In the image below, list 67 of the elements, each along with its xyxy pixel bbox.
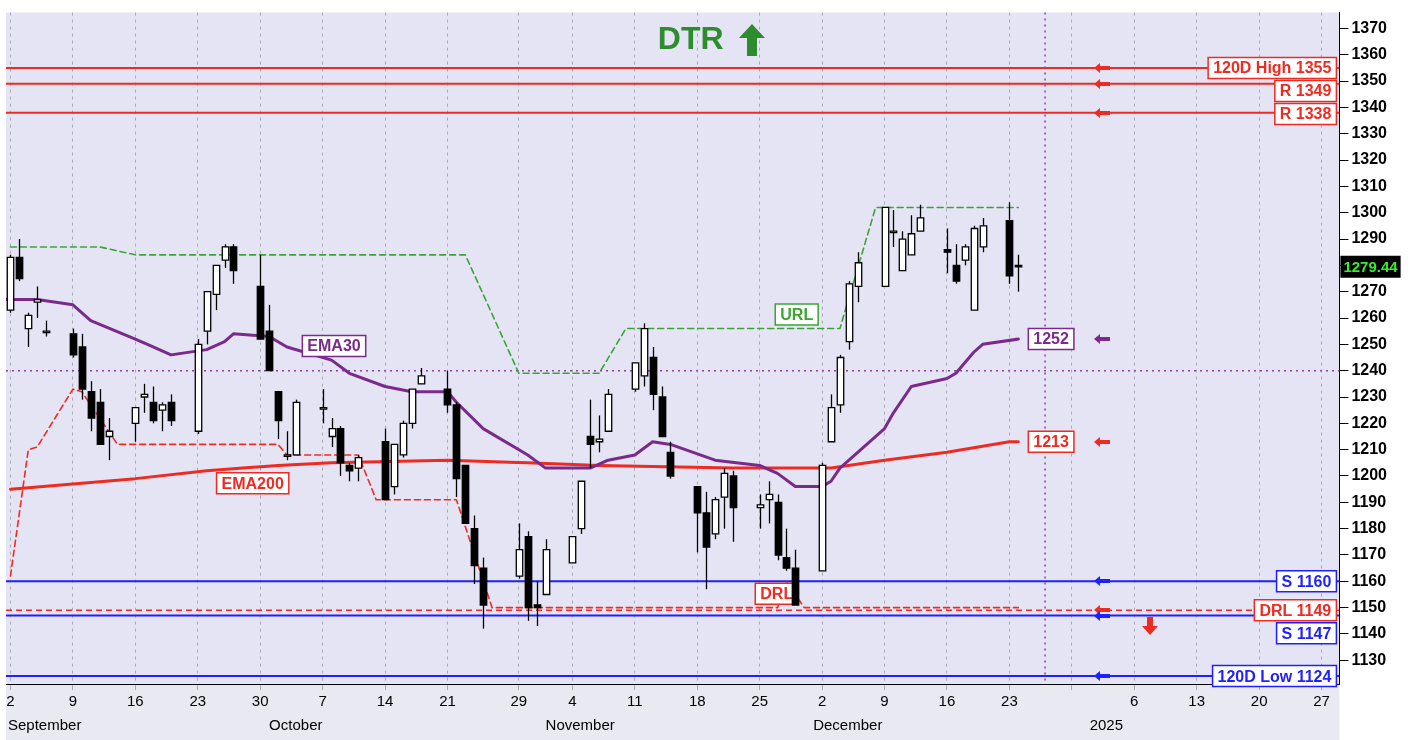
text: 1279.44	[1343, 257, 1399, 275]
x-tick-label: 18	[688, 692, 706, 710]
series-label: EMA30	[307, 337, 361, 355]
x-tick-label: 6	[1130, 692, 1139, 710]
series-label: URL	[780, 305, 814, 323]
x-tick-label: 20	[1250, 692, 1268, 710]
x-tick-label: 23	[1001, 692, 1018, 710]
x-tick-label: 25	[751, 692, 769, 710]
y-tick-label: 1290	[1351, 229, 1388, 247]
ref-line-label: DRL 1149	[1259, 601, 1332, 619]
y-tick-label: 1190	[1351, 492, 1387, 510]
text: September	[8, 715, 82, 733]
y-tick-label: 1160	[1351, 571, 1387, 589]
y-tick-label: 1200	[1351, 466, 1388, 484]
x-tick-label: 27	[1313, 692, 1330, 710]
ref-line-label: R 1349	[1279, 82, 1332, 100]
x-tick-label: 9	[68, 692, 78, 710]
text: 2025	[1089, 715, 1124, 733]
x-tick-label: 14	[376, 692, 394, 710]
x-tick-label: 30	[251, 692, 269, 710]
ref-line-label: 120D High 1355	[1213, 59, 1332, 77]
y-tick-label: 1310	[1351, 176, 1388, 194]
x-tick-label: 21	[439, 692, 456, 710]
ref-line-label: S 1147	[1281, 624, 1332, 642]
y-tick-label: 1350	[1351, 71, 1388, 89]
y-tick-label: 1180	[1351, 519, 1387, 537]
x-tick-label: 16	[126, 692, 144, 710]
y-tick-label: 1170	[1351, 545, 1387, 563]
chart-title: DTR	[657, 20, 724, 57]
x-tick-label: 13	[1188, 692, 1206, 710]
x-tick-label: 9	[880, 692, 889, 710]
text: October	[269, 715, 323, 733]
x-tick-label: 16	[938, 692, 956, 710]
series-label: EMA200	[221, 474, 284, 492]
y-tick-label: 1220	[1351, 413, 1388, 431]
y-tick-label: 1240	[1351, 361, 1388, 379]
text: December	[813, 715, 883, 733]
y-tick-label: 1270	[1351, 282, 1388, 300]
x-tick-label: 11	[627, 692, 643, 710]
y-tick-label: 1360	[1351, 45, 1388, 63]
text: November	[545, 715, 615, 733]
y-tick-label: 1300	[1351, 203, 1388, 221]
y-tick-label: 1210	[1351, 440, 1388, 458]
x-tick-label: 2	[817, 692, 827, 710]
x-tick-label: 23	[189, 692, 207, 710]
ref-line-label: R 1338	[1279, 105, 1332, 123]
ref-line-label: 120D Low 1124	[1217, 667, 1332, 685]
y-tick-label: 1370	[1351, 18, 1388, 36]
y-tick-label: 1260	[1351, 308, 1388, 326]
y-tick-label: 1250	[1351, 334, 1388, 352]
y-tick-label: 1230	[1351, 387, 1388, 405]
series-label: DRL	[760, 585, 794, 603]
x-tick-label: 4	[568, 692, 577, 710]
ref-line-label: S 1160	[1281, 572, 1332, 590]
y-tick-label: 1320	[1351, 150, 1388, 168]
x-tick-label: 7	[318, 692, 327, 710]
x-tick-label: 29	[510, 692, 528, 710]
y-tick-label: 1340	[1351, 97, 1388, 115]
line-series	[9, 388, 1020, 609]
y-tick-label: 1150	[1351, 598, 1387, 616]
data-label: 1252	[1033, 330, 1070, 348]
line-series	[9, 206, 1020, 375]
y-tick-label: 1130	[1351, 650, 1387, 668]
y-tick-label: 1330	[1351, 124, 1388, 142]
x-tick-label: 2	[6, 692, 15, 710]
data-label: 1213	[1033, 433, 1070, 451]
y-tick-label: 1140	[1351, 624, 1387, 642]
